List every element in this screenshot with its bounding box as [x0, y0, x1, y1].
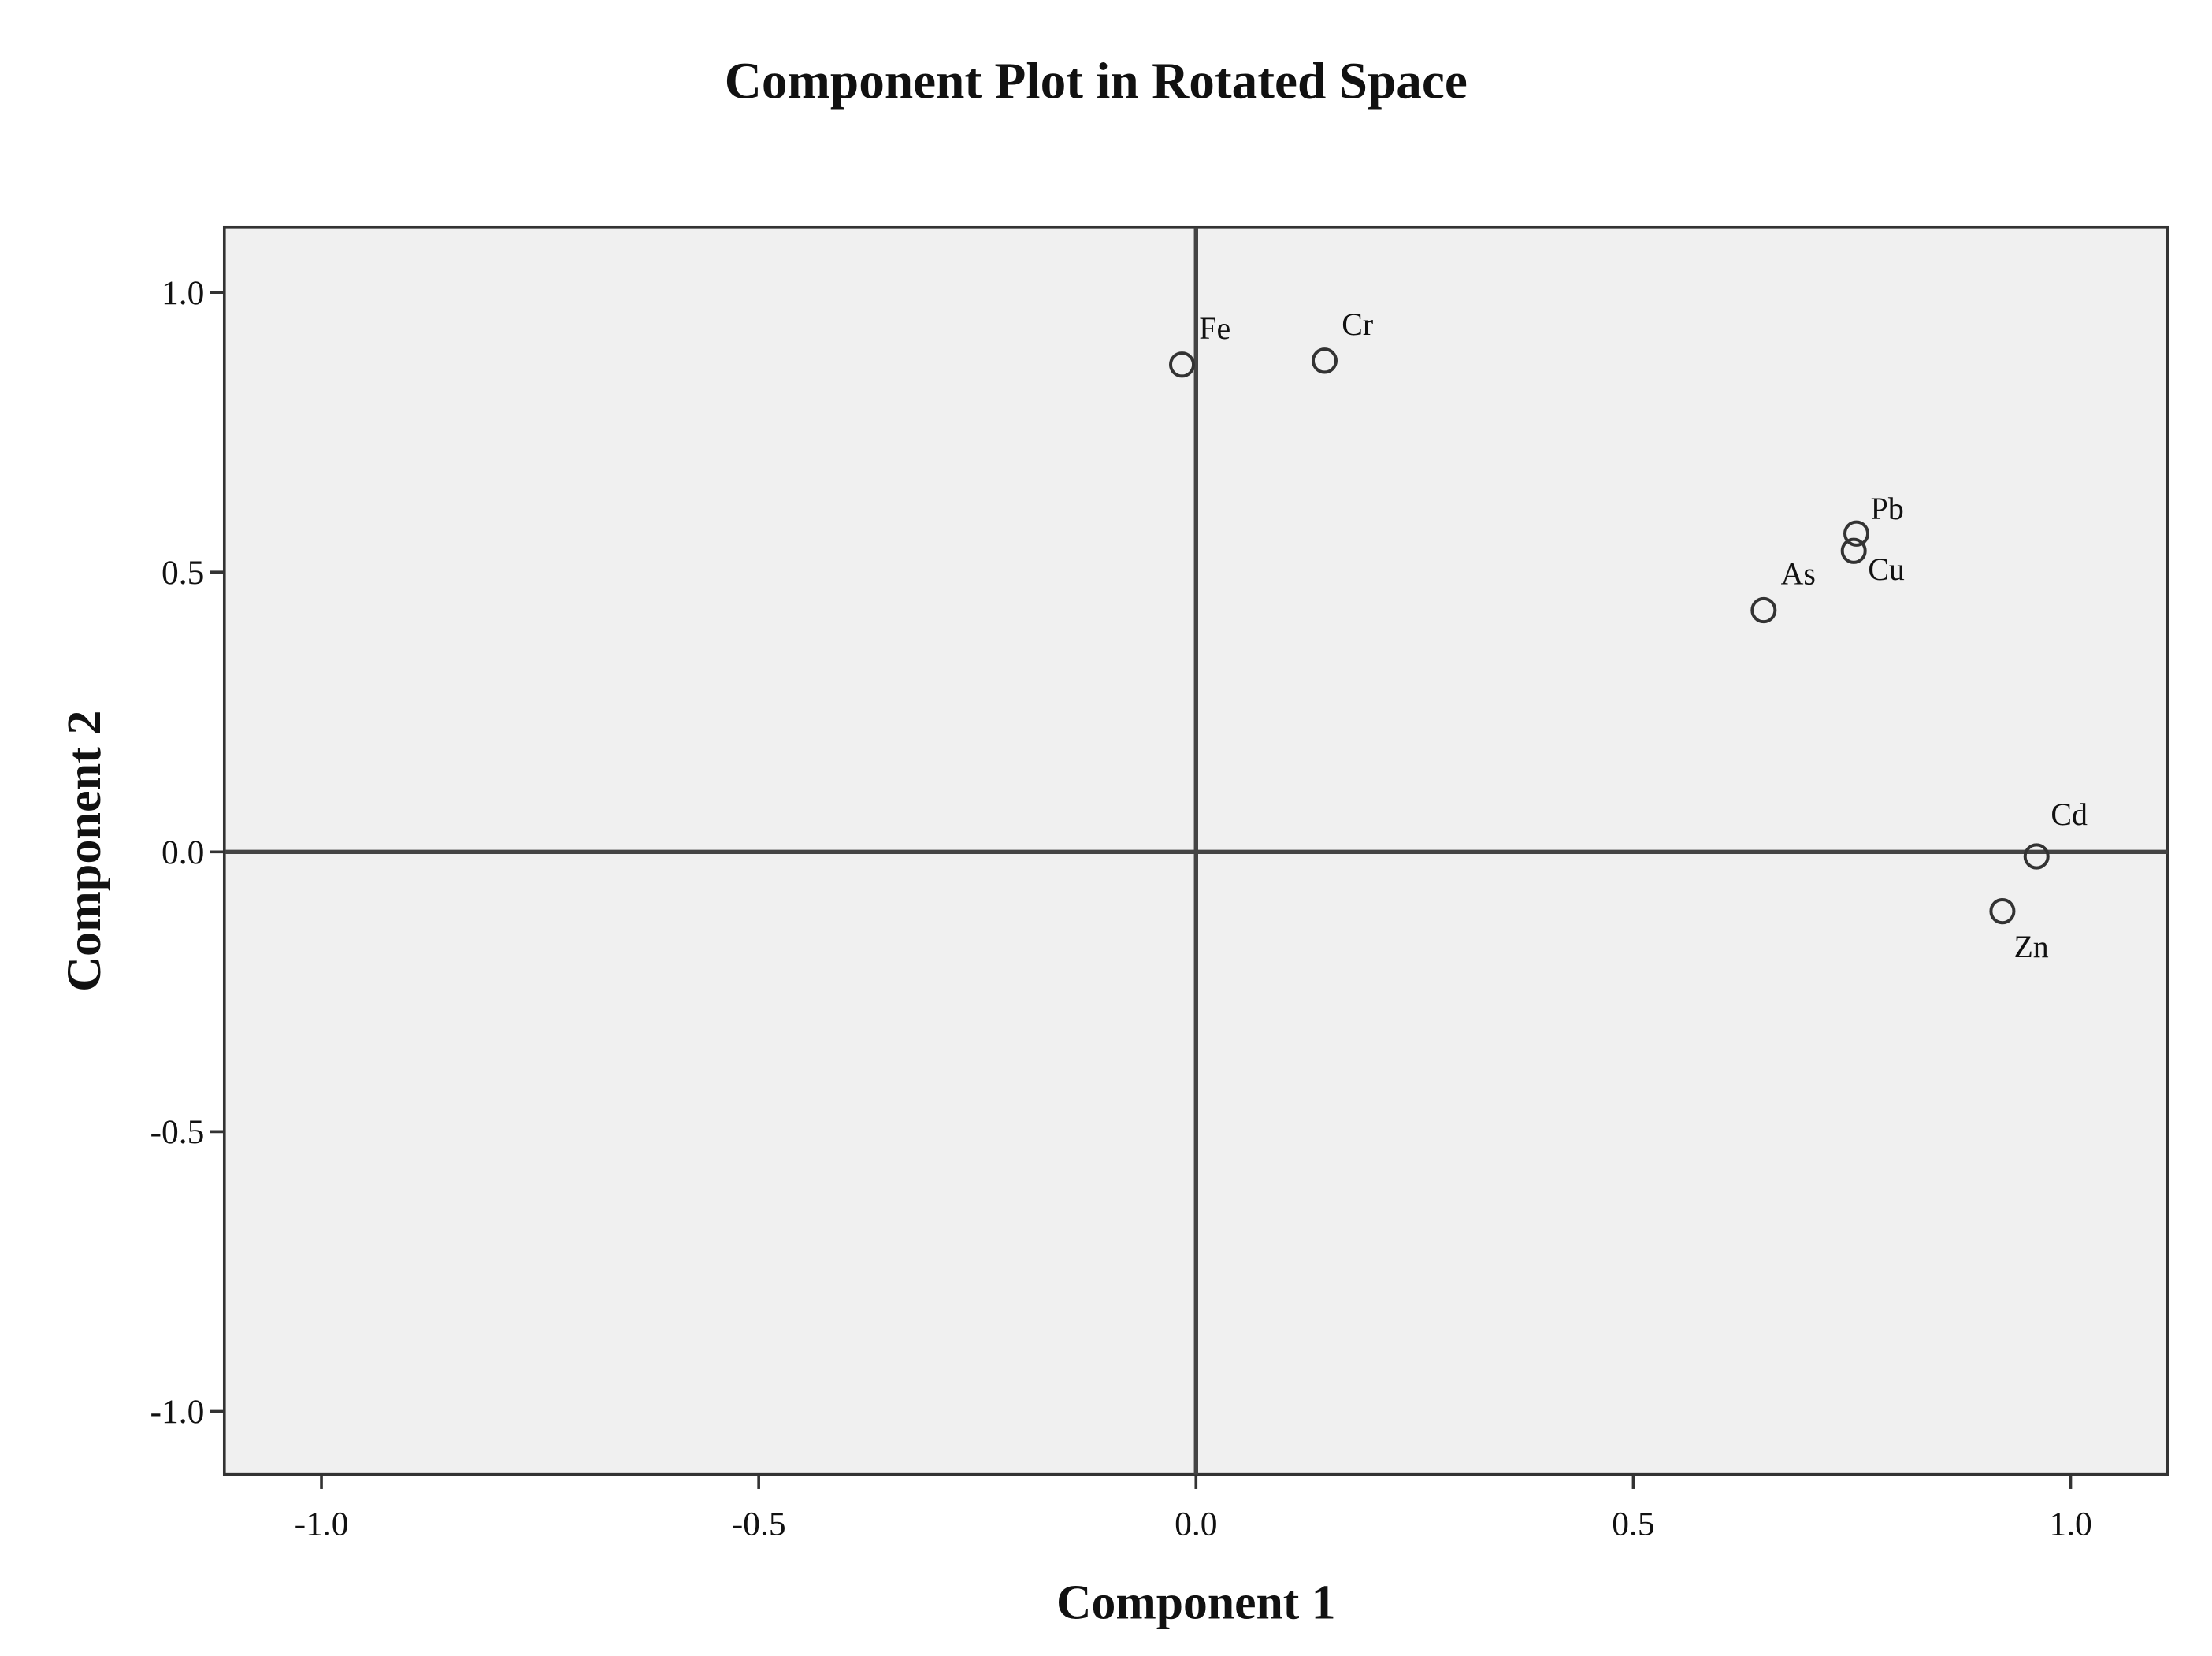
y-tick-label: -1.0 [150, 1393, 204, 1431]
x-tick-label: -0.5 [732, 1505, 786, 1543]
x-axis-label: Component 1 [1056, 1576, 1336, 1629]
point-label: Cu [1868, 551, 1905, 587]
point-label: Zn [2013, 929, 2048, 964]
y-axis-label: Component 2 [58, 711, 111, 992]
y-tick-label: -0.5 [150, 1113, 204, 1151]
y-tick-label: 1.0 [161, 274, 204, 312]
point-label: Pb [1871, 491, 1904, 526]
x-tick-label: 0.0 [1175, 1505, 1217, 1543]
point [1840, 537, 1867, 564]
point-label: Cd [2051, 796, 2088, 832]
x-tick-label: 0.5 [1612, 1505, 1654, 1543]
x-tick-label: 1.0 [2049, 1505, 2091, 1543]
point-label: As [1781, 555, 1816, 591]
point [1750, 596, 1777, 624]
point-label: Fe [1199, 310, 1230, 346]
point [1843, 520, 1870, 547]
point [1311, 347, 1338, 374]
y-tick-label: 0.5 [161, 554, 204, 592]
point-label: Cr [1342, 306, 1373, 342]
point [1989, 897, 2016, 925]
point [1169, 351, 1196, 378]
point [2023, 843, 2050, 870]
x-tick-label: -1.0 [295, 1505, 349, 1543]
chart-title: Component Plot in Rotated Space [725, 53, 1468, 110]
y-tick-label: 0.0 [161, 834, 204, 871]
